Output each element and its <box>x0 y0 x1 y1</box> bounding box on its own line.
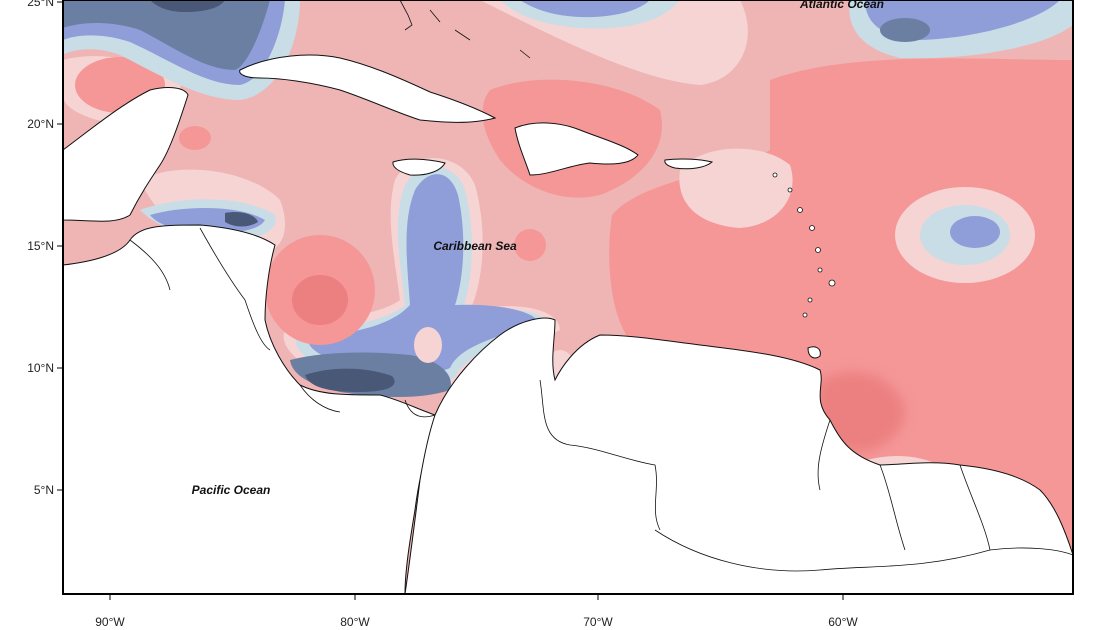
lon-label: 60°W <box>828 615 858 629</box>
island-antilles-1 <box>772 172 778 178</box>
lon-label: 70°W <box>583 615 613 629</box>
island-bahamas-2 <box>429 9 441 23</box>
border-central-america-1 <box>129 239 171 291</box>
land-trinidad <box>807 346 821 359</box>
land-cuba <box>239 54 497 123</box>
map-area <box>63 0 1073 594</box>
island-chain-lesser-antilles <box>772 172 836 318</box>
pale-zone-lesser-antilles <box>679 148 793 228</box>
island-antilles-3 <box>797 207 803 213</box>
longitude-axis: 90°W 80°W 70°W 60°W <box>95 594 858 629</box>
lat-label: 10°N <box>27 361 54 375</box>
island-bahamas-3 <box>454 29 471 41</box>
land-masses <box>63 54 1073 594</box>
island-antilles-7 <box>828 279 836 287</box>
map-frame <box>62 0 1074 595</box>
border-guyana-suriname <box>879 464 906 551</box>
border-colombia-panama <box>404 399 436 418</box>
lat-label: 20°N <box>27 117 54 131</box>
cool-anomaly-atlantic-strong <box>880 18 930 42</box>
warm-core-west-strong <box>292 275 348 325</box>
latitude-axis: 25°N 20°N 15°N 10°N 5°N <box>27 0 63 497</box>
land-south-america <box>404 317 1073 594</box>
warm-spot-yucatan <box>179 126 211 150</box>
lon-label: 80°W <box>340 615 370 629</box>
border-colombia-venezuela <box>539 379 661 531</box>
warm-spot-central <box>514 229 546 261</box>
lat-label: 25°N <box>27 0 54 9</box>
island-antilles-2 <box>787 187 793 193</box>
lat-label: 15°N <box>27 239 54 253</box>
warm-anomaly-guiana <box>815 371 905 453</box>
island-chain-bahamas <box>399 0 531 59</box>
border-venezuela-guyana <box>817 419 831 491</box>
cool-anomaly-north-central-mid <box>520 0 650 18</box>
island-antilles-6 <box>817 267 823 273</box>
island-bahamas-1 <box>399 0 413 31</box>
border-suriname-guiana <box>959 464 991 551</box>
cool-anomaly-gulf-darkest <box>150 0 225 12</box>
island-antilles-5 <box>815 247 821 253</box>
border-brazil-north <box>654 529 1073 572</box>
lon-label: 90°W <box>95 615 125 629</box>
label-atlantic-ocean: Atlantic Ocean <box>799 0 884 11</box>
island-antilles-9 <box>802 312 808 318</box>
border-central-america-3 <box>299 384 341 413</box>
cool-anomaly-honduras-strong <box>225 212 258 227</box>
cool-plume-darkest <box>305 368 395 392</box>
land-puerto-rico <box>664 158 714 170</box>
island-bahamas-4 <box>519 49 531 59</box>
cool-spot-east-mid <box>950 216 1000 248</box>
cool-anomaly-gulf-strong <box>63 0 270 70</box>
country-borders <box>129 227 1073 572</box>
label-caribbean-sea: Caribbean Sea <box>433 239 517 253</box>
land-jamaica <box>392 158 446 176</box>
border-central-america-2 <box>199 227 271 351</box>
land-hispaniola <box>514 122 639 176</box>
land-yucatan <box>63 87 189 222</box>
cool-plume-core-pale <box>414 327 442 363</box>
label-pacific-ocean: Pacific Ocean <box>192 483 271 497</box>
lat-label: 5°N <box>34 483 54 497</box>
island-antilles-4 <box>809 225 815 231</box>
island-antilles-8 <box>807 297 813 303</box>
cool-plume-mid <box>308 174 538 375</box>
